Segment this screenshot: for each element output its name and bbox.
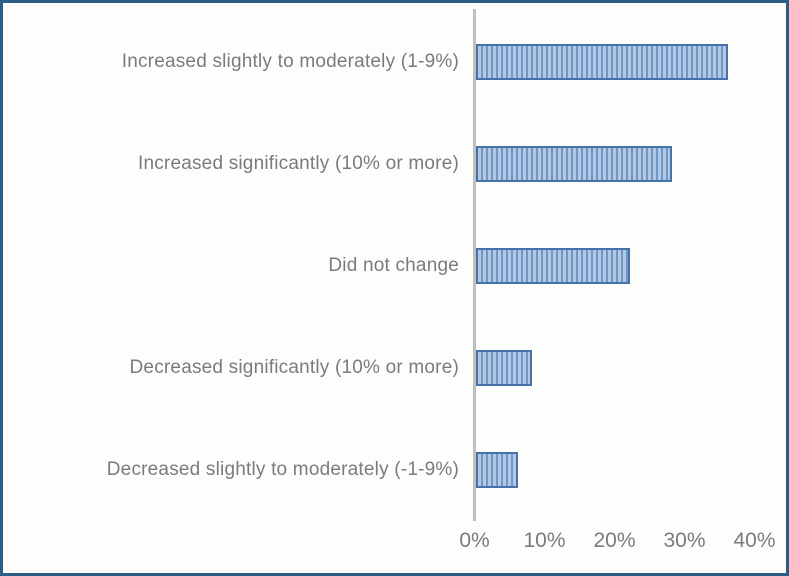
- chart-row: Did not change: [3, 215, 786, 317]
- bar-5: [476, 452, 518, 488]
- x-tick-label: 30%: [663, 529, 706, 552]
- bar-area: [473, 113, 786, 215]
- bar-2: [476, 146, 672, 182]
- y-axis-line: [473, 9, 476, 521]
- bar-1: [476, 44, 728, 80]
- chart-row: Decreased significantly (10% or more): [3, 317, 786, 419]
- category-label: Did not change: [328, 255, 459, 276]
- chart-row: Increased significantly (10% or more): [3, 113, 786, 215]
- bar-4: [476, 350, 532, 386]
- bar-area: [473, 215, 786, 317]
- x-tick-label: 0%: [459, 529, 490, 552]
- x-tick-label: 20%: [593, 529, 636, 552]
- chart-row: Decreased slightly to moderately (-1-9%): [3, 419, 786, 521]
- category-label: Decreased significantly (10% or more): [129, 357, 459, 378]
- bar-area: [473, 419, 786, 521]
- chart-rows: Increased slightly to moderately (1-9%) I…: [3, 11, 786, 521]
- category-label: Decreased slightly to moderately (-1-9%): [106, 459, 459, 480]
- x-axis-tick-labels: 0% 10% 20% 30% 40%: [3, 529, 786, 565]
- category-label: Increased significantly (10% or more): [137, 153, 459, 174]
- bar-area: [473, 317, 786, 419]
- chart-row: Increased slightly to moderately (1-9%): [3, 11, 786, 113]
- x-tick-label: 10%: [523, 529, 566, 552]
- bar-3: [476, 248, 630, 284]
- category-label: Increased slightly to moderately (1-9%): [121, 51, 459, 72]
- x-tick-label: 40%: [733, 529, 776, 552]
- bar-area: [473, 11, 786, 113]
